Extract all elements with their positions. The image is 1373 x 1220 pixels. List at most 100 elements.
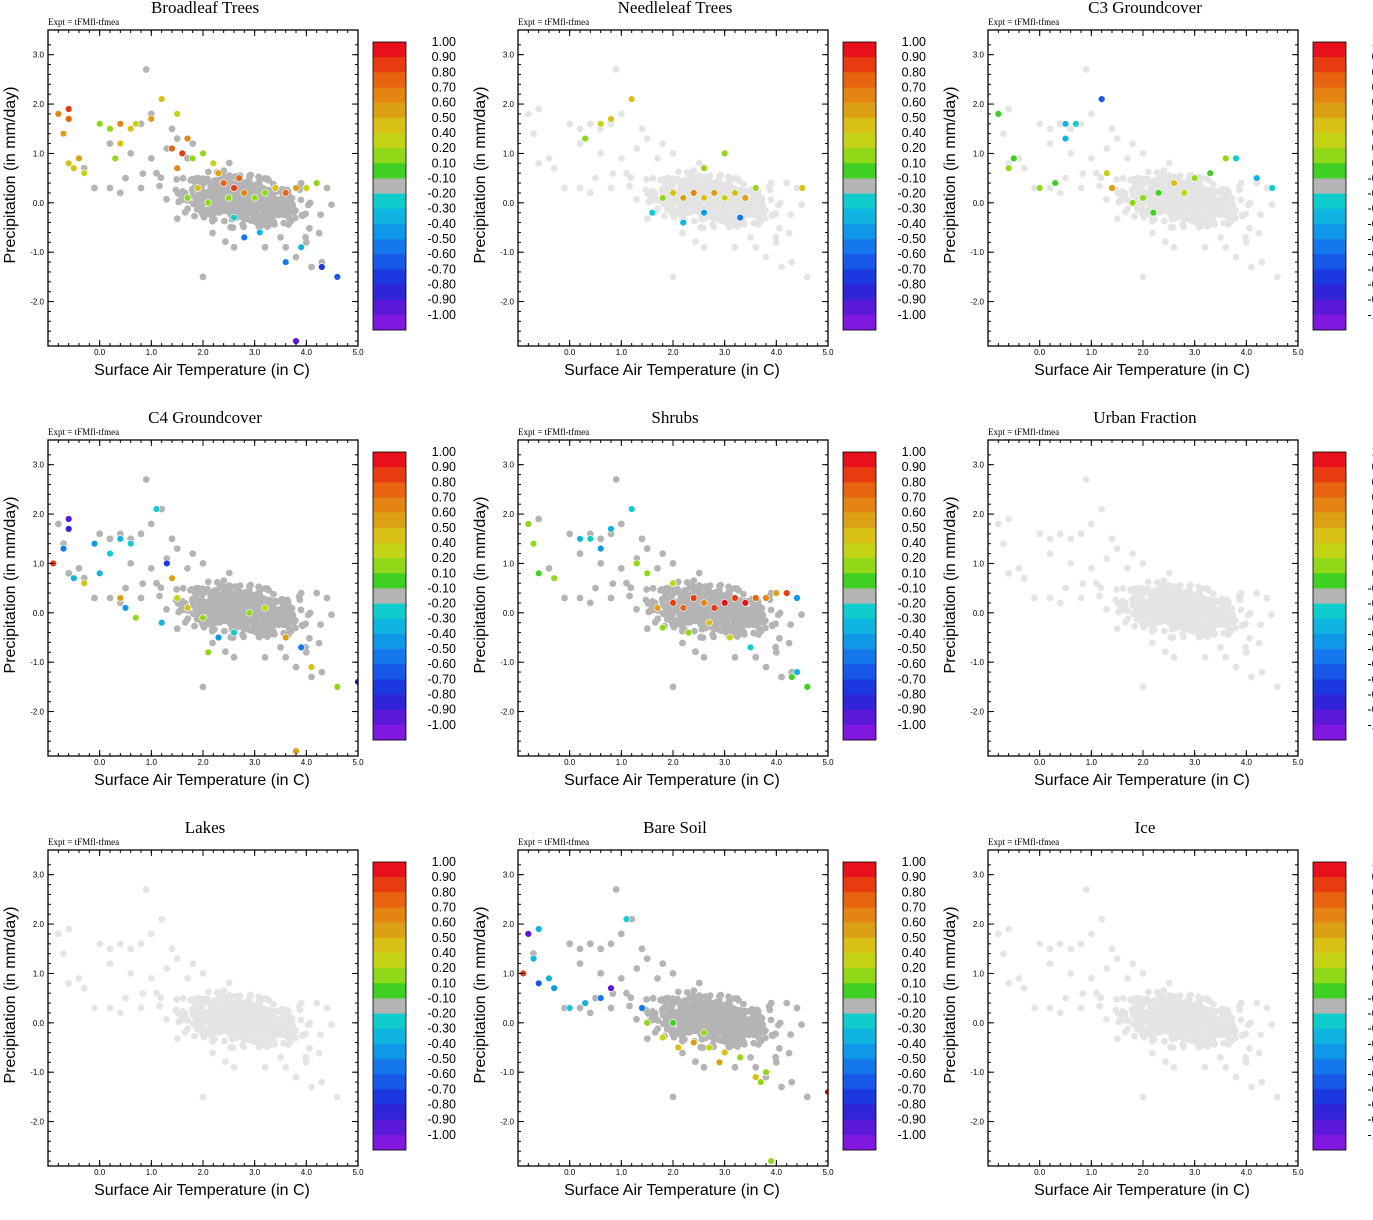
colored-point xyxy=(117,140,124,147)
background-point xyxy=(200,598,207,605)
x-tick-label: 1.0 xyxy=(616,348,628,357)
background-point xyxy=(1149,230,1156,237)
x-tick-label: 5.0 xyxy=(822,758,834,767)
background-point xyxy=(316,230,323,237)
colorbar-swatch xyxy=(373,725,406,740)
colored-point xyxy=(628,96,635,103)
background-point xyxy=(270,628,277,635)
background-point xyxy=(1161,628,1168,635)
background-point xyxy=(1078,185,1085,192)
colored-point xyxy=(1052,180,1059,187)
background-point xyxy=(577,185,584,192)
colorbar-swatch xyxy=(373,285,406,300)
x-tick-label: 4.0 xyxy=(771,348,783,357)
colored-point xyxy=(783,590,790,597)
colorbar-label: -0.50 xyxy=(898,642,927,656)
background-point xyxy=(1047,185,1054,192)
background-point xyxy=(1167,634,1174,641)
background-point xyxy=(285,604,292,611)
background-point xyxy=(1160,167,1167,174)
colored-point xyxy=(117,120,124,127)
background-point xyxy=(750,630,757,637)
background-point xyxy=(306,635,313,642)
background-point xyxy=(645,609,652,616)
background-point xyxy=(138,530,145,537)
colorbar-label: -0.70 xyxy=(428,672,457,686)
colorbar-label: 0.20 xyxy=(432,141,456,155)
colorbar-swatch xyxy=(373,178,406,193)
background-point xyxy=(299,212,306,219)
colorbar-label: -0.10 xyxy=(898,581,927,595)
colorbar-label: 0.90 xyxy=(902,50,926,64)
background-point xyxy=(618,565,625,572)
background-point xyxy=(623,580,630,587)
x-tick-label: 3.0 xyxy=(1189,348,1201,357)
colorbar-swatch xyxy=(373,239,406,254)
colored-point xyxy=(1010,155,1017,162)
background-point xyxy=(613,66,620,73)
background-point xyxy=(247,582,254,589)
colored-point xyxy=(231,629,238,636)
colorbar-swatch xyxy=(373,543,406,558)
colorbar-label: -0.30 xyxy=(898,612,927,626)
background-point xyxy=(1162,238,1169,245)
colored-point xyxy=(112,155,119,162)
colored-point xyxy=(794,595,801,602)
background-point xyxy=(639,125,646,132)
colorbar-label: 0.80 xyxy=(902,65,926,79)
background-point xyxy=(200,274,207,281)
colored-point xyxy=(680,195,687,202)
background-point xyxy=(244,590,251,597)
background-point xyxy=(209,640,216,647)
background-point xyxy=(231,654,238,661)
colorbar-swatch xyxy=(373,118,406,133)
y-axis-label: Precipitation (in mm/day) xyxy=(472,87,489,264)
colored-point xyxy=(995,111,1002,118)
background-point xyxy=(169,535,176,542)
background-point xyxy=(670,589,677,596)
colored-point xyxy=(1062,135,1069,142)
colorbar-swatch xyxy=(843,649,876,664)
background-point xyxy=(317,621,324,628)
colored-point xyxy=(163,560,170,567)
background-point xyxy=(670,560,677,567)
colorbar-swatch xyxy=(843,300,876,315)
background-point xyxy=(644,215,651,222)
colored-point xyxy=(726,634,733,641)
colored-point xyxy=(1171,180,1178,187)
colorbar-label: 0.10 xyxy=(432,566,456,580)
panel-title: Needleleaf Trees xyxy=(618,0,733,17)
x-tick-label: 2.0 xyxy=(1137,348,1149,357)
colorbar-swatch xyxy=(843,725,876,740)
background-point xyxy=(639,535,646,542)
colorbar-swatch xyxy=(843,315,876,330)
colorbar-label: 0.60 xyxy=(432,96,456,110)
background-point xyxy=(1119,192,1126,199)
background-point xyxy=(240,634,247,641)
y-axis-label: Precipitation (in mm/day) xyxy=(472,497,489,674)
colored-point xyxy=(225,195,232,202)
colored-point xyxy=(334,274,341,281)
background-point xyxy=(107,185,114,192)
background-point xyxy=(1088,155,1095,162)
background-point xyxy=(577,595,584,602)
colorbar-swatch xyxy=(1313,315,1346,330)
background-point xyxy=(1193,205,1200,212)
colorbar-swatch xyxy=(843,634,876,649)
background-point xyxy=(740,181,747,188)
colored-point xyxy=(282,190,289,197)
background-point xyxy=(1145,579,1152,586)
colored-point xyxy=(680,605,687,612)
background-point xyxy=(1155,202,1162,209)
background-point xyxy=(664,179,671,186)
colored-point xyxy=(117,535,124,542)
colored-point xyxy=(597,120,604,127)
background-point xyxy=(753,207,760,214)
background-point xyxy=(221,628,228,635)
background-point xyxy=(324,185,331,192)
colored-point xyxy=(313,180,320,187)
